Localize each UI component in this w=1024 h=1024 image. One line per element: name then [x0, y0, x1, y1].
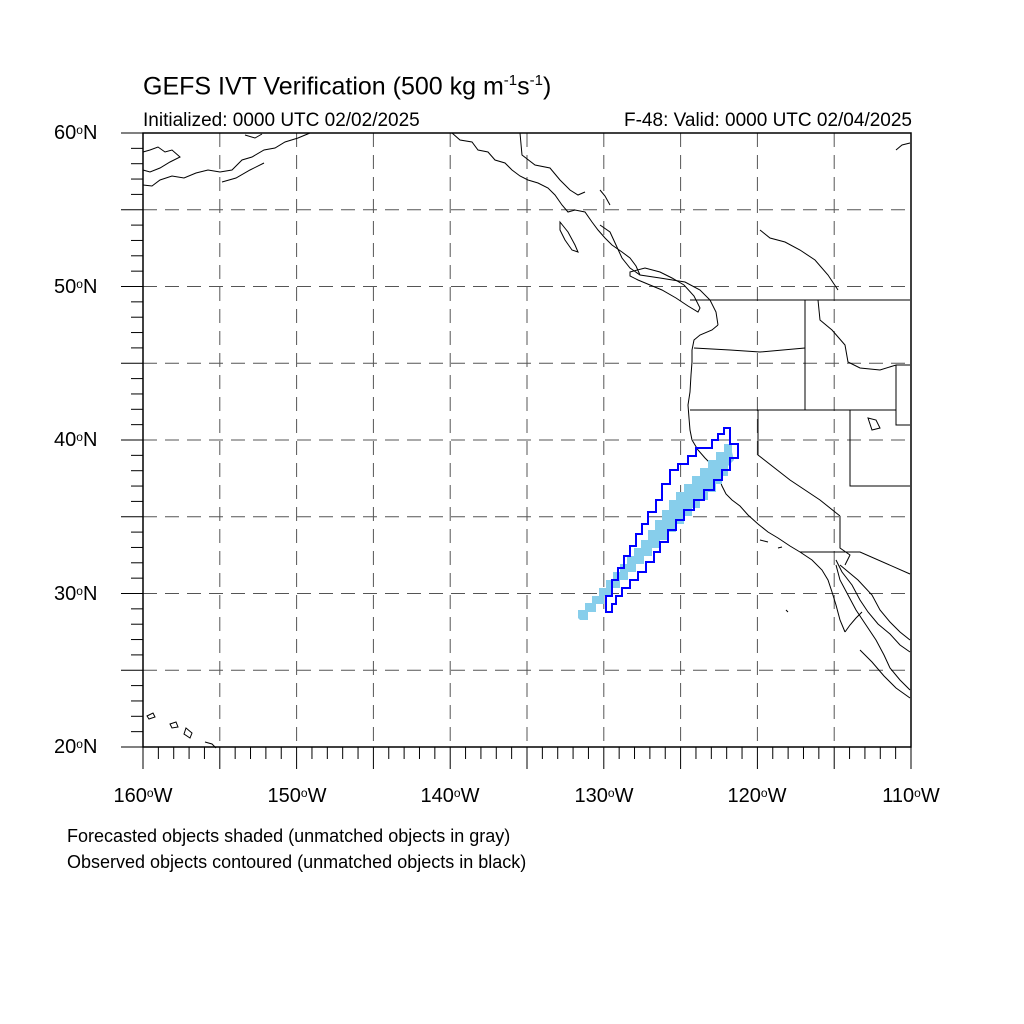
hudson-fragment: [895, 142, 911, 151]
forecast-note: Forecasted objects shaded (unmatched obj…: [67, 826, 511, 846]
alaska-coastline: [142, 132, 311, 187]
great-lakes-fragments: [759, 229, 881, 431]
lon-label-160w: 160oW: [113, 785, 173, 807]
hawaii-islands: [146, 712, 217, 749]
lon-label-120w: 120oW: [727, 785, 787, 807]
lat-label-60n: 60oN: [54, 122, 98, 144]
state-border-ca-nv: [757, 410, 841, 517]
bc-coast: [599, 224, 719, 326]
state-border-nv-ut: [849, 410, 910, 487]
political-borders: [690, 142, 911, 575]
state-border-id: [804, 299, 910, 426]
chart-title: GEFS IVT Verification (500 kg m-1s-1): [143, 72, 552, 101]
observed-note: Observed objects contoured (unmatched ob…: [67, 852, 527, 872]
lat-lon-gridlines: [143, 133, 911, 747]
observed-ivt-contour: [605, 427, 739, 613]
valid-time: F-48: Valid: 0000 UTC 02/04/2025: [624, 110, 912, 131]
lon-label-140w: 140oW: [420, 785, 480, 807]
initialized-time: Initialized: 0000 UTC 02/02/2025: [143, 110, 420, 131]
state-border-ca-az: [800, 516, 911, 575]
baja-california: [835, 564, 911, 691]
lat-label-40n: 40oN: [54, 429, 98, 451]
lon-label-130w: 130oW: [574, 785, 634, 807]
lat-label-20n: 20oN: [54, 736, 98, 758]
channel-islands: [759, 539, 789, 613]
map-frame: [142, 132, 912, 748]
lat-label-30n: 30oN: [54, 583, 98, 605]
coastlines: [142, 132, 911, 749]
lat-label-50n: 50oN: [54, 276, 98, 298]
haida-gwaii: [559, 220, 579, 253]
state-border-wa-or: [693, 347, 806, 353]
observed-objects: [605, 427, 739, 613]
west-coast-us: [687, 324, 911, 653]
axis-ticks: [121, 132, 912, 769]
mainland-mexico: [839, 564, 911, 699]
vancouver-island: [629, 267, 701, 313]
lon-label-150w: 150oW: [267, 785, 327, 807]
gulf-of-alaska-coastline: [451, 132, 641, 276]
alaska-inland-border: [519, 132, 611, 206]
lon-label-110w: 110oW: [882, 785, 940, 807]
